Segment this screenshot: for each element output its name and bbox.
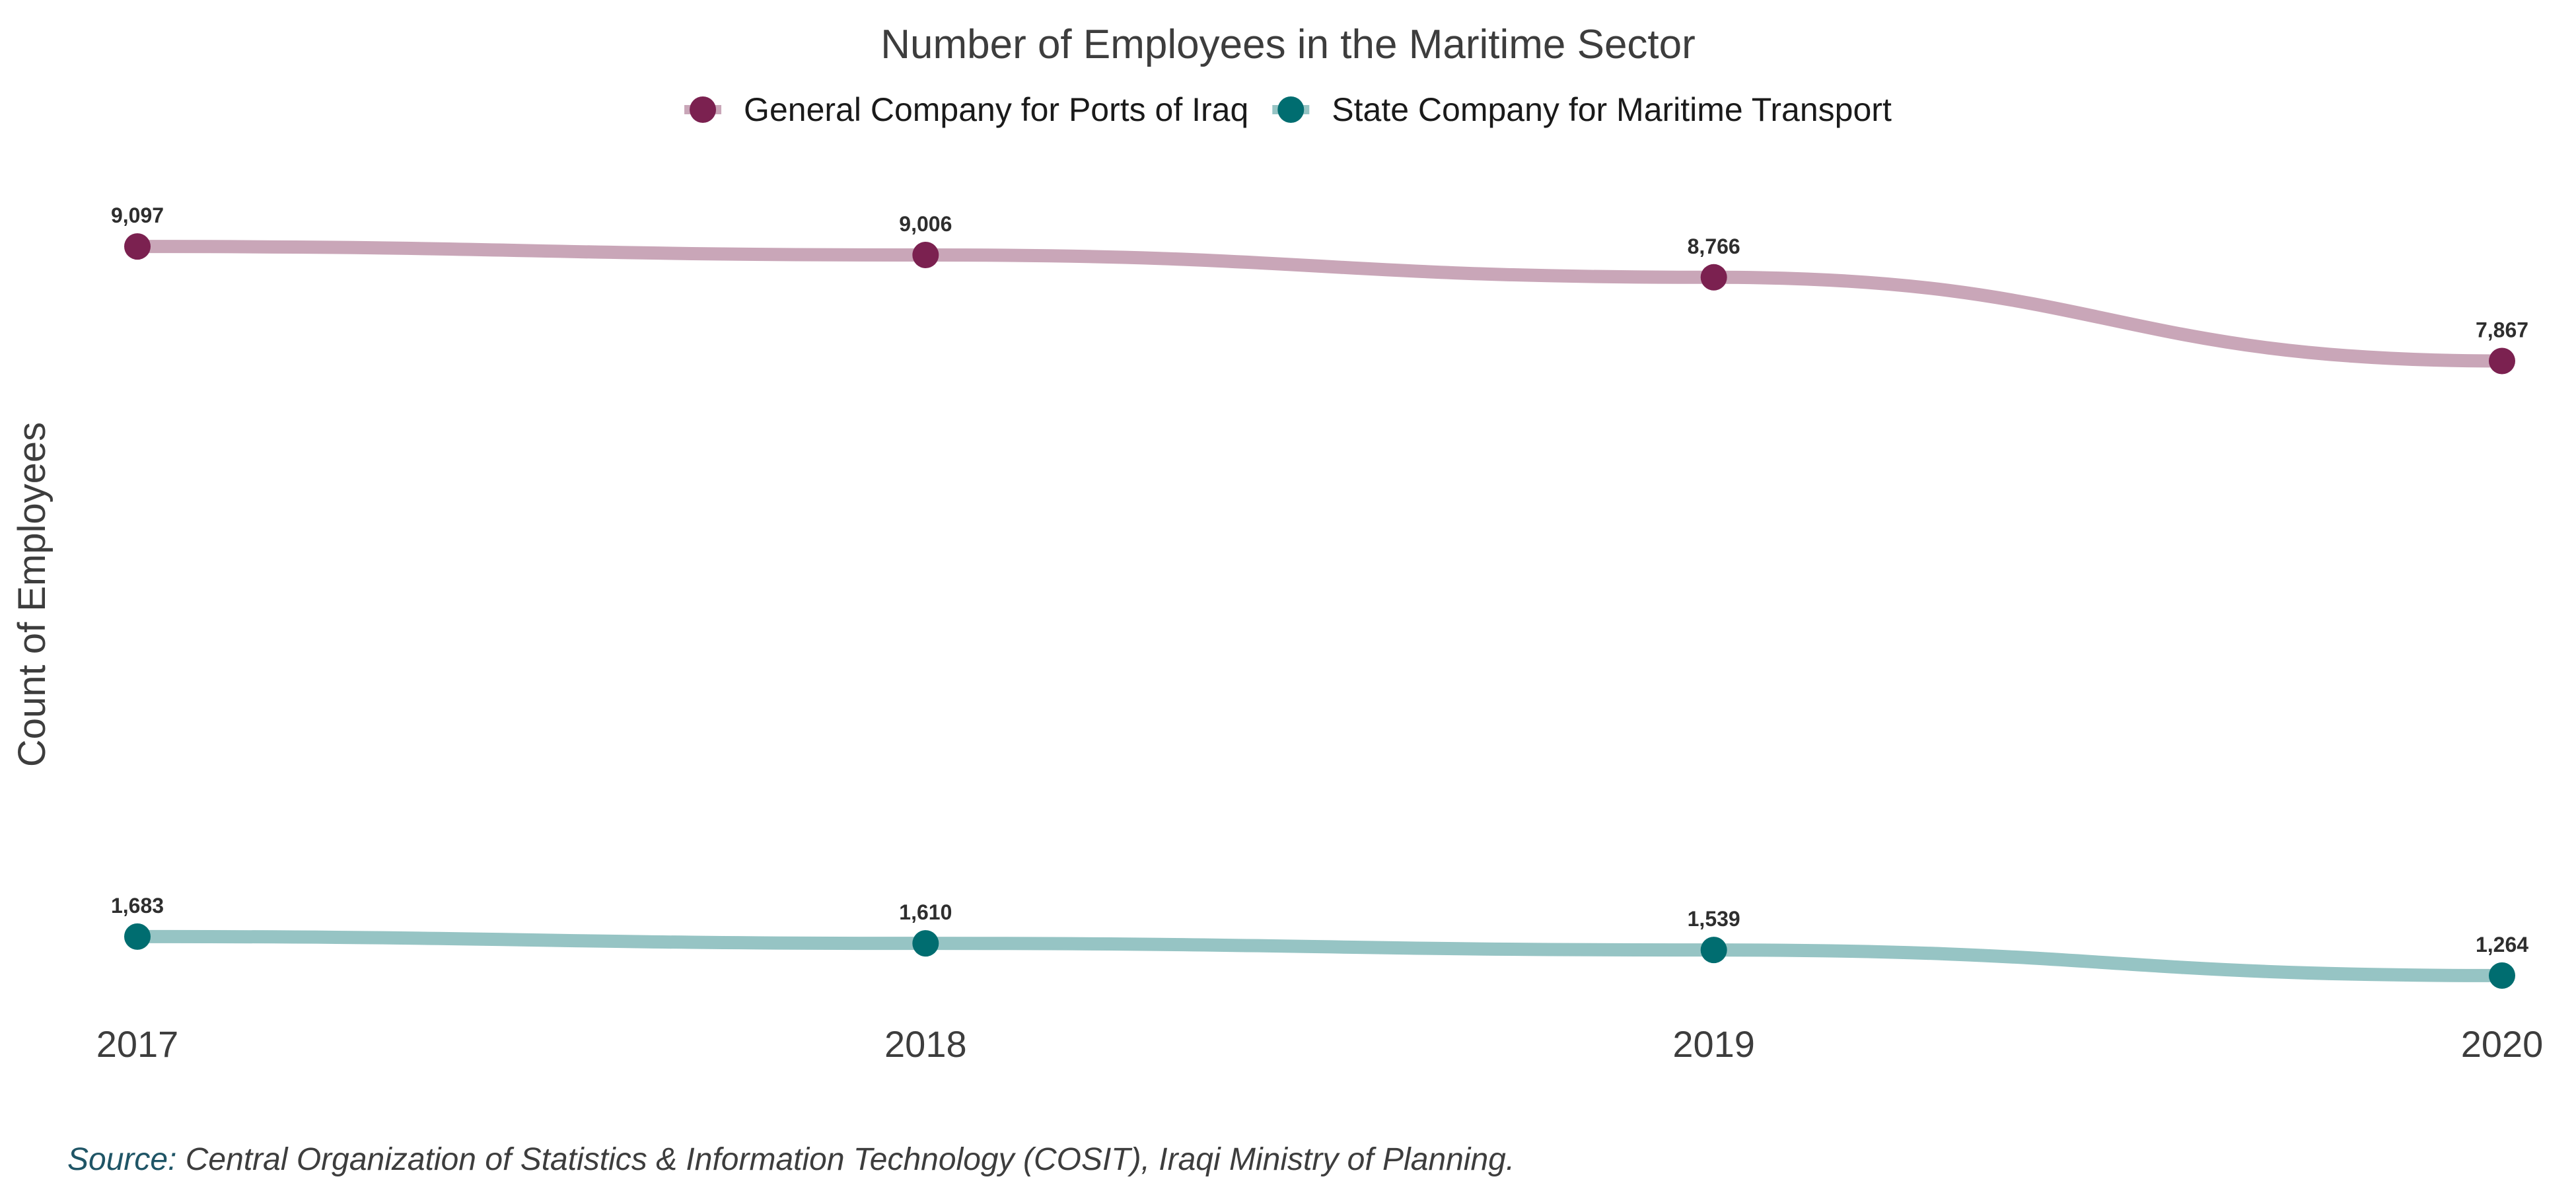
y-axis-label: Count of Employees (11, 422, 54, 767)
data-label-1-3: 1,264 (2476, 933, 2528, 956)
data-labels: 9,097 9,006 8,766 7,867 1,683 1,610 1,539 1,264 (111, 203, 2528, 956)
data-point-1-3 (2489, 962, 2515, 989)
data-point-0-1 (912, 241, 939, 268)
data-point-1-0 (124, 923, 151, 950)
series-lines (137, 240, 2503, 982)
legend: General Company for Ports of Iraq State C… (684, 91, 1892, 128)
data-label-0-3: 7,867 (2476, 318, 2528, 342)
legend-label-0: General Company for Ports of Iraq (744, 91, 1248, 128)
chart-title: Number of Employees in the Maritime Sect… (880, 22, 1696, 67)
x-tick-label-3: 2020 (2461, 1023, 2544, 1065)
x-tick-label-1: 2018 (884, 1023, 967, 1065)
legend-point-swatch-0 (690, 96, 717, 123)
data-label-1-1: 1,610 (899, 900, 952, 924)
data-label-1-0: 1,683 (111, 894, 164, 918)
series-line-0 (137, 240, 2503, 368)
source-text: Central Organization of Statistics & Inf… (176, 1142, 1515, 1177)
legend-item-1: State Company for Maritime Transport (1272, 91, 1892, 128)
legend-point-swatch-1 (1277, 96, 1305, 123)
data-label-0-0: 9,097 (111, 203, 164, 227)
legend-item-0: General Company for Ports of Iraq (684, 91, 1248, 128)
series-line-1 (137, 929, 2503, 982)
x-axis-ticks: 2017 2018 2019 2020 (96, 1023, 2544, 1065)
source-prefix: Source: (67, 1142, 177, 1177)
data-point-1-2 (1700, 937, 1727, 964)
data-label-0-2: 8,766 (1688, 234, 1740, 258)
legend-label-1: State Company for Maritime Transport (1332, 91, 1892, 128)
x-tick-label-0: 2017 (96, 1023, 179, 1065)
data-label-1-2: 1,539 (1688, 907, 1740, 931)
data-point-0-3 (2489, 347, 2515, 375)
data-point-0-2 (1700, 264, 1727, 291)
source-note: Source: Central Organization of Statisti… (67, 1141, 1515, 1178)
data-point-1-1 (912, 930, 939, 957)
series-points (124, 233, 2515, 989)
data-label-0-1: 9,006 (899, 212, 952, 236)
x-tick-label-2: 2019 (1672, 1023, 1755, 1065)
data-point-0-0 (124, 233, 151, 260)
